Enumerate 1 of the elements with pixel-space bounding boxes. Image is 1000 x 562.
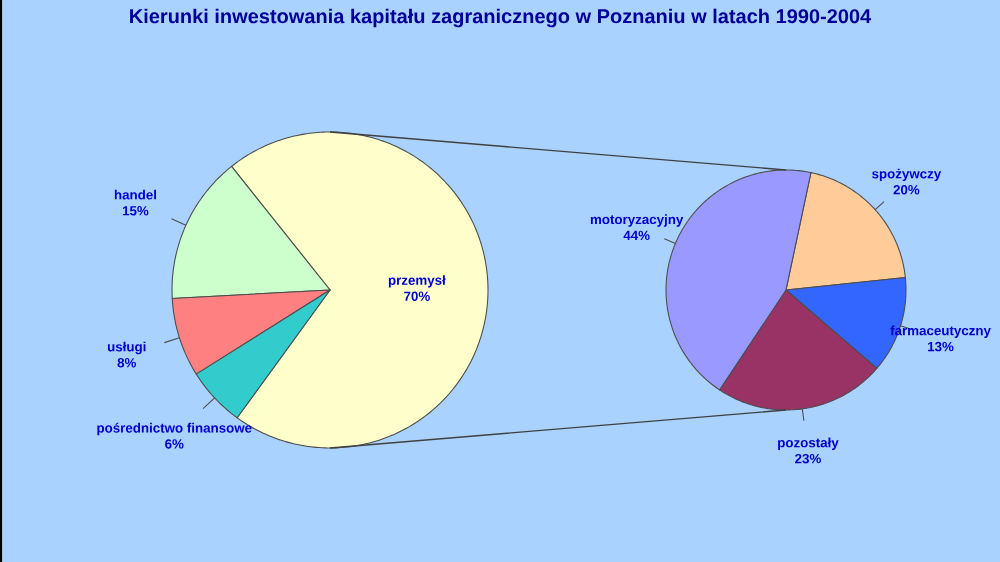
- chart-title: Kierunki inwestowania kapitału zagranicznego w Poznaniu w latach 1990-2004: [130, 8, 872, 28]
